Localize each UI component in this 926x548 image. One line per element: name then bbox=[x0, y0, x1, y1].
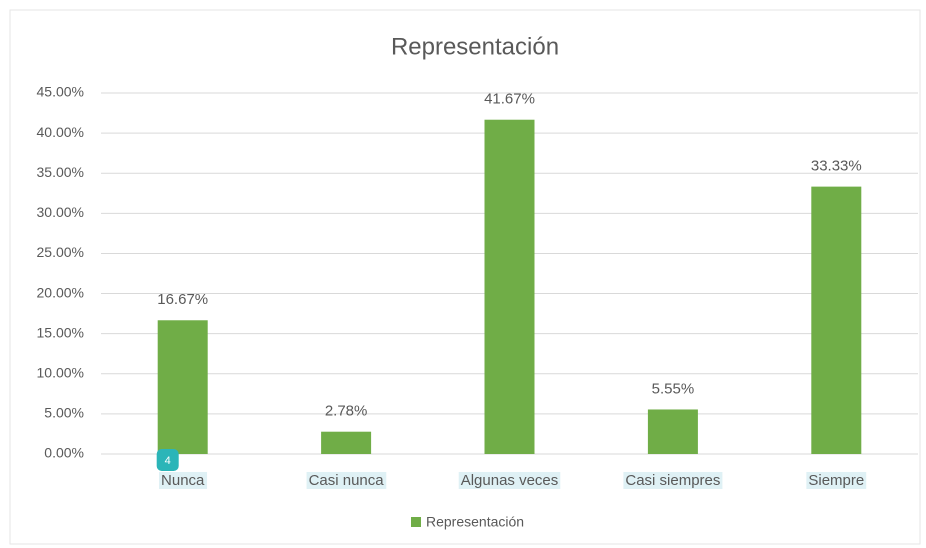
x-tick-label: Casi nunca bbox=[309, 472, 385, 489]
data-label: 41.67% bbox=[484, 91, 535, 108]
x-tick-label: Siempre bbox=[808, 472, 864, 489]
badge-box bbox=[156, 449, 179, 471]
legend-label: Representación bbox=[426, 514, 524, 530]
y-tick-label: 5.00% bbox=[44, 405, 84, 421]
y-tick-label: 10.00% bbox=[37, 364, 84, 380]
bar bbox=[321, 431, 372, 454]
x-tick-label: Casi siempres bbox=[625, 472, 720, 489]
x-tick-highlight bbox=[806, 471, 867, 489]
bar bbox=[647, 409, 698, 454]
data-label: 16.67% bbox=[157, 291, 208, 308]
bar bbox=[484, 119, 535, 455]
y-tick-label: 25.00% bbox=[37, 244, 84, 260]
y-tick-label: 15.00% bbox=[37, 324, 84, 340]
data-label: 5.55% bbox=[652, 380, 695, 397]
legend-swatch bbox=[411, 517, 421, 527]
badge: 4 bbox=[165, 455, 171, 467]
y-tick-label: 30.00% bbox=[37, 204, 84, 220]
data-label: 33.33% bbox=[811, 158, 862, 175]
y-tick-label: 20.00% bbox=[37, 284, 84, 300]
y-tick-label: 40.00% bbox=[37, 124, 84, 140]
x-tick-highlight bbox=[458, 471, 561, 489]
bar bbox=[157, 320, 208, 454]
y-tick-label: 35.00% bbox=[37, 164, 84, 180]
x-tick-highlight bbox=[159, 471, 208, 489]
x-tick-highlight bbox=[306, 471, 387, 489]
chart-frame bbox=[9, 9, 921, 545]
bar bbox=[811, 186, 862, 455]
data-label: 2.78% bbox=[325, 403, 368, 420]
x-tick-highlight bbox=[623, 471, 723, 489]
chart-title: Representación bbox=[391, 33, 559, 60]
y-tick-label: 45.00% bbox=[37, 84, 84, 100]
x-tick-label: Nunca bbox=[161, 472, 205, 489]
y-tick-label: 0.00% bbox=[44, 445, 84, 461]
x-tick-label: Algunas veces bbox=[461, 472, 559, 489]
